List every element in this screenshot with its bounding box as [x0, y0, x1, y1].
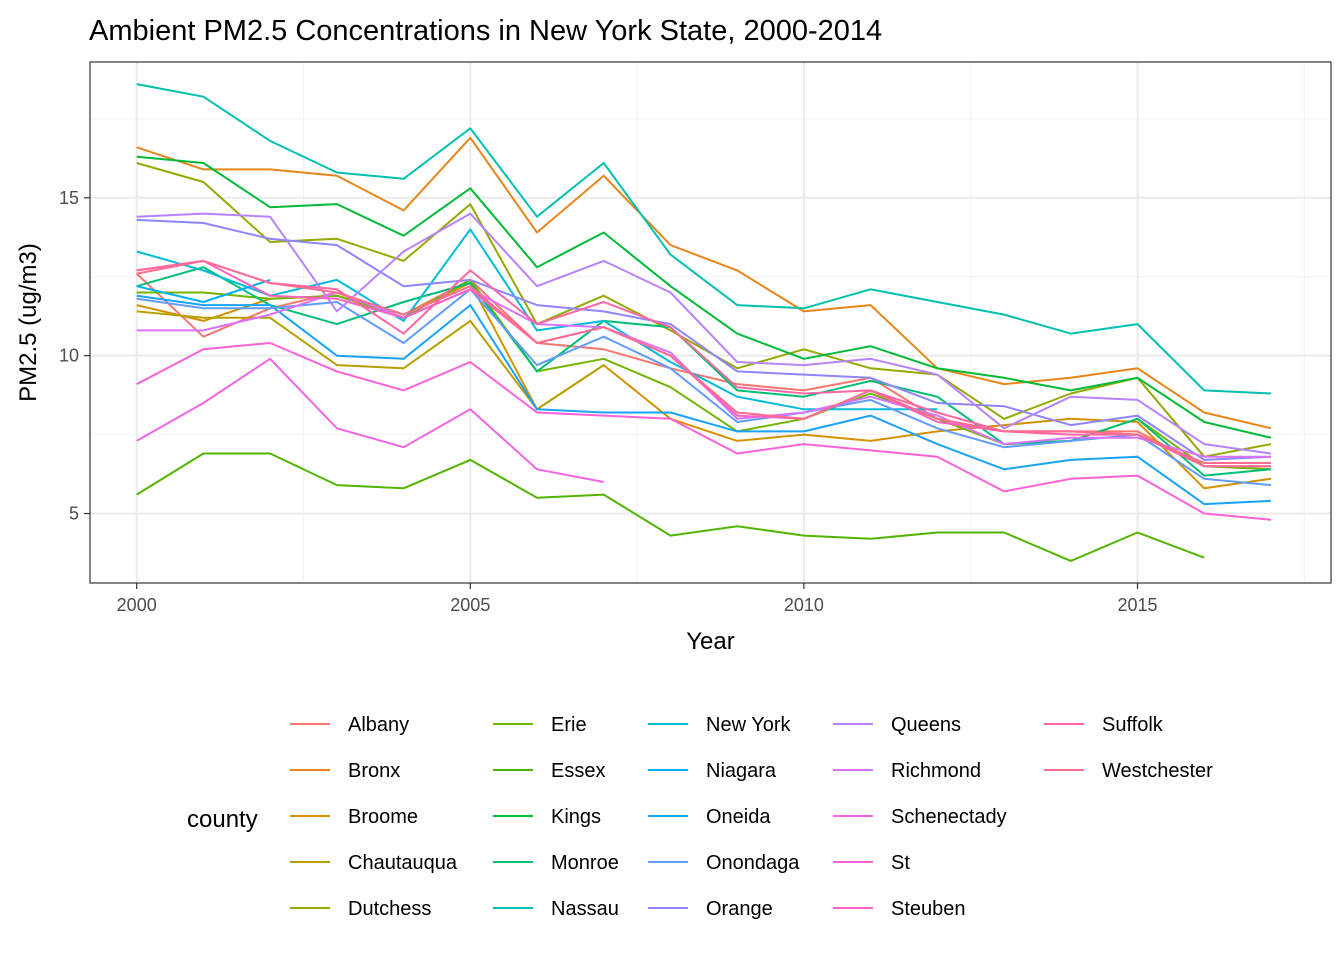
legend-title: county [187, 806, 258, 833]
legend-label: Queens [891, 714, 961, 736]
legend-label: St [891, 852, 910, 874]
legend-label: Niagara [706, 760, 777, 782]
x-tick-label: 2000 [117, 595, 157, 615]
series-line-dutchess [136, 162, 1272, 458]
y-tick-label: 5 [69, 504, 79, 524]
panel-border [89, 61, 1332, 584]
x-tick-label: 2010 [784, 595, 824, 615]
x-tick-label: 2015 [1117, 595, 1157, 615]
legend-label: Essex [551, 760, 605, 782]
legend-label: Dutchess [348, 898, 431, 920]
y-tick-label: 10 [59, 346, 79, 366]
legend-label: Chautauqua [348, 852, 458, 874]
y-axis-title: PM2.5 (ug/m3) [15, 243, 42, 402]
series-line-kings [136, 155, 1272, 439]
series-line-onondaga [136, 288, 1272, 487]
legend-label: Albany [348, 714, 409, 736]
x-axis-title: Year [686, 628, 735, 655]
legend-label: Schenectady [891, 806, 1007, 828]
legend-label: Orange [706, 898, 773, 920]
legend-label: Steuben [891, 898, 966, 920]
legend-label: Kings [551, 806, 601, 828]
series-line-chautauqua [136, 310, 605, 411]
plot-area: 2000 2005 2010 2015 5 10 15 Year PM2.5 (ug/m3) [15, 61, 1332, 655]
chart-title: Ambient PM2.5 Concentrations in New York… [89, 15, 882, 47]
legend-label: Onondaga [706, 852, 800, 874]
legend-label: Richmond [891, 760, 981, 782]
legend-label: Broome [348, 806, 418, 828]
legend-label: New York [706, 714, 791, 736]
series-line-suffolk [136, 259, 1271, 468]
series-line-oneida [136, 294, 1272, 506]
legend-label: Erie [551, 714, 587, 736]
legend-label: Nassau [551, 898, 619, 920]
legend-label: Westchester [1102, 760, 1213, 782]
y-tick-label: 15 [59, 188, 79, 208]
series-line-bronx [136, 136, 1272, 430]
series-line-orange [136, 218, 1272, 461]
panel-background [90, 62, 1331, 583]
legend-label: Oneida [706, 806, 771, 828]
legend: county Albany Bronx Broome Chautauqua Dutches… [187, 714, 1213, 920]
series-line-st [136, 342, 1272, 521]
x-tick-label: 2005 [450, 595, 490, 615]
legend-label: Bronx [348, 760, 400, 782]
series-line-niagara [136, 278, 271, 303]
series-line-westchester [136, 259, 1271, 464]
series-line-nassau [136, 83, 1272, 395]
legend-label: Suffolk [1102, 714, 1164, 736]
legend-label: Monroe [551, 852, 619, 874]
series-line-essex [136, 452, 1205, 562]
series-line-schenectady [136, 357, 604, 483]
